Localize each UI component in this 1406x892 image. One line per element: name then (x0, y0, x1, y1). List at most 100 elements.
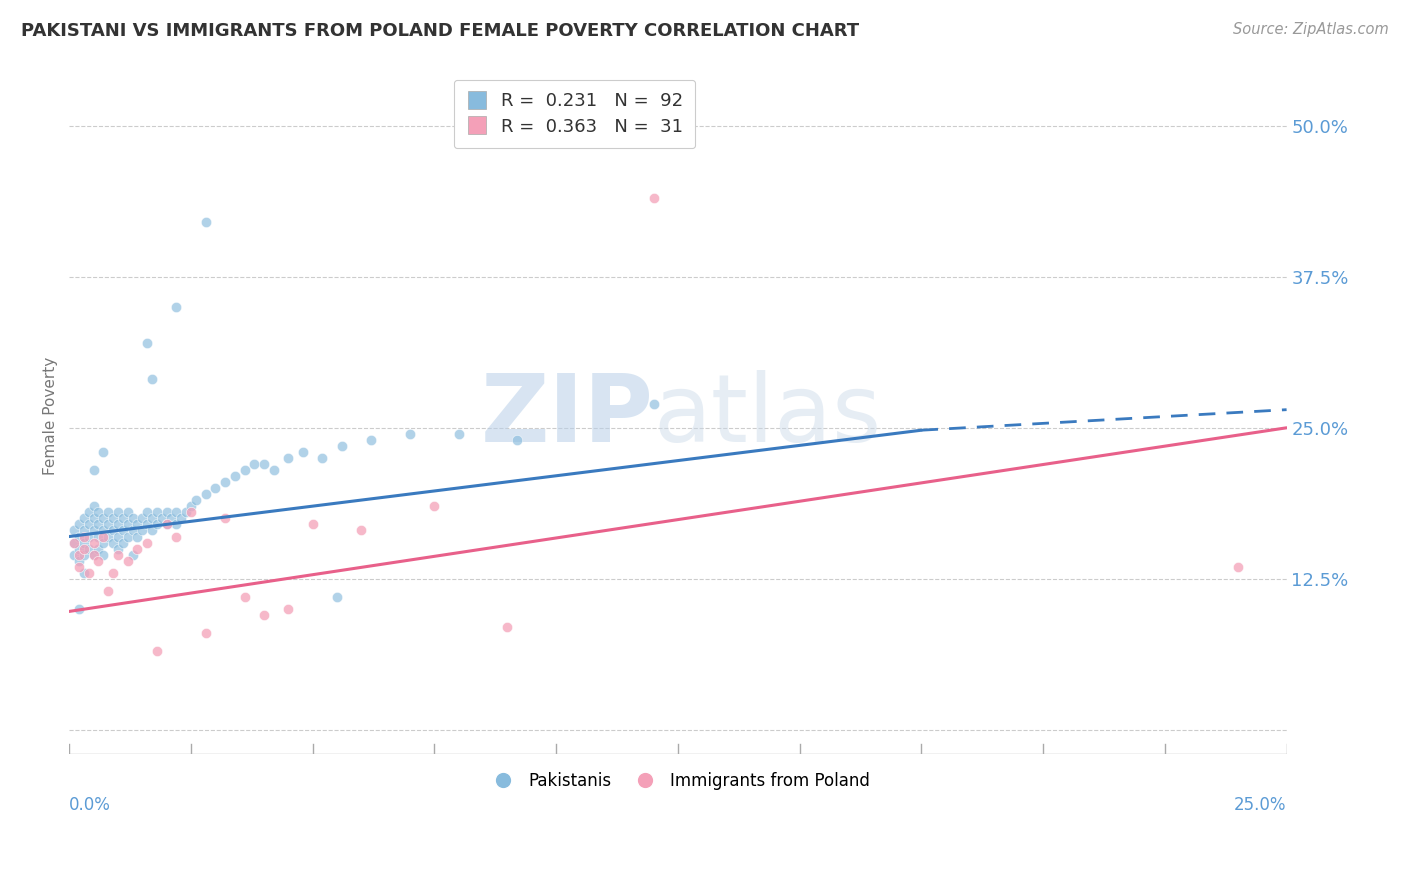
Point (67, 554, 90, 568)
Point (73, 535, 96, 549)
Point (277, 602, 299, 616)
Point (111, 535, 134, 549)
Point (194, 626, 217, 640)
Point (141, 372, 163, 386)
Point (136, 336, 159, 351)
Point (326, 590, 349, 604)
Point (1226, 559, 1249, 574)
Point (87, 505, 110, 519)
Point (101, 535, 124, 549)
Point (360, 433, 382, 447)
Point (233, 590, 256, 604)
Point (83, 535, 105, 549)
Point (107, 548, 129, 562)
Point (194, 487, 217, 501)
Point (87, 517, 110, 532)
Point (107, 505, 129, 519)
Text: atlas: atlas (654, 369, 882, 462)
Point (350, 524, 373, 538)
Point (156, 505, 179, 519)
Point (67, 517, 90, 532)
Point (146, 644, 169, 658)
Point (117, 505, 139, 519)
Point (101, 511, 124, 525)
Point (63, 535, 86, 549)
Point (291, 445, 314, 459)
Point (67, 559, 90, 574)
Point (496, 620, 519, 634)
Point (63, 535, 86, 549)
Point (127, 541, 149, 556)
Text: PAKISTANI VS IMMIGRANTS FROM POLAND FEMALE POVERTY CORRELATION CHART: PAKISTANI VS IMMIGRANTS FROM POLAND FEMA… (21, 22, 859, 40)
Point (180, 505, 202, 519)
Point (224, 469, 246, 483)
Point (131, 524, 153, 538)
Text: Source: ZipAtlas.com: Source: ZipAtlas.com (1233, 22, 1389, 37)
Point (127, 517, 149, 532)
Point (87, 529, 110, 543)
Point (87, 554, 110, 568)
Point (67, 602, 90, 616)
Point (174, 505, 197, 519)
Point (399, 426, 422, 441)
Point (73, 566, 96, 580)
Point (117, 554, 139, 568)
Point (73, 529, 96, 543)
Point (91, 511, 114, 525)
Point (83, 548, 105, 562)
Point (165, 517, 187, 532)
Point (156, 517, 179, 532)
Point (301, 517, 323, 532)
Point (117, 517, 139, 532)
Point (77, 517, 100, 532)
Point (73, 524, 96, 538)
Point (311, 450, 333, 465)
Point (77, 541, 100, 556)
Point (165, 529, 187, 543)
Point (136, 517, 159, 532)
Point (83, 463, 105, 477)
Point (121, 548, 143, 562)
Point (83, 500, 105, 514)
Point (194, 215, 217, 229)
Point (214, 511, 236, 525)
Point (107, 541, 129, 556)
Point (73, 548, 96, 562)
Point (101, 524, 124, 538)
Point (204, 481, 226, 495)
Point (111, 511, 134, 525)
Point (67, 548, 90, 562)
Point (253, 608, 276, 623)
Point (63, 548, 86, 562)
Point (643, 191, 665, 205)
Point (91, 529, 114, 543)
Point (180, 500, 202, 514)
Point (73, 511, 96, 525)
Point (146, 505, 169, 519)
Point (87, 541, 110, 556)
Point (506, 433, 529, 447)
Point (97, 583, 120, 598)
Point (77, 566, 100, 580)
Point (121, 511, 143, 525)
Point (447, 426, 470, 441)
Point (117, 529, 139, 543)
Point (423, 500, 446, 514)
Point (156, 517, 179, 532)
Point (83, 548, 105, 562)
Point (77, 505, 100, 519)
Point (121, 524, 143, 538)
Point (97, 505, 120, 519)
Point (111, 524, 134, 538)
Text: 25.0%: 25.0% (1234, 796, 1286, 814)
Point (91, 548, 114, 562)
Point (83, 511, 105, 525)
Text: ZIP: ZIP (481, 369, 654, 462)
Point (184, 493, 207, 508)
Point (165, 300, 187, 314)
Point (330, 439, 353, 453)
Point (67, 529, 90, 543)
Point (107, 529, 129, 543)
Point (67, 541, 90, 556)
Point (141, 511, 163, 525)
